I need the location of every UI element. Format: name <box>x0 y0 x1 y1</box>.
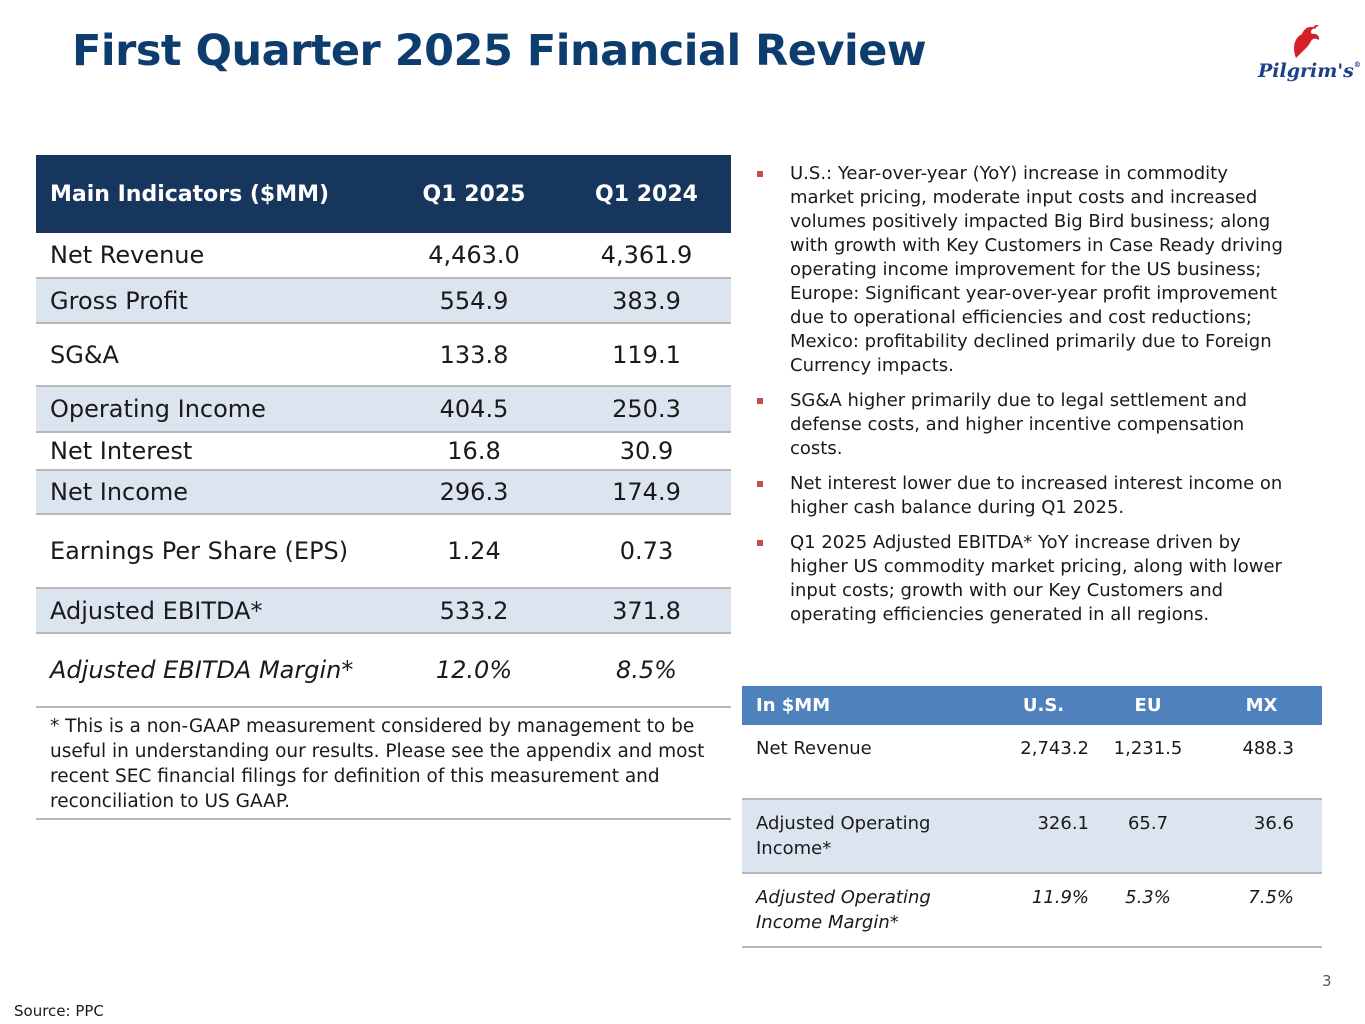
table-row: Earnings Per Share (EPS) 1.24 0.73 <box>36 514 731 589</box>
list-item: Q1 2025 Adjusted EBITDA* YoY increase dr… <box>756 531 1296 627</box>
cell-q1-2025: 12.0% <box>386 633 562 708</box>
cell-eu: 1,231.5 <box>1095 725 1201 800</box>
square-bullet-icon <box>757 540 763 546</box>
commentary-list: U.S.: Year-over-year (YoY) increase in c… <box>756 162 1296 638</box>
column-header-unit: In $MM <box>742 686 992 725</box>
bullet-text: SG&A higher primarily due to legal settl… <box>790 390 1248 459</box>
table-row: Net Revenue 4,463.0 4,361.9 <box>36 233 731 279</box>
column-header-us: U.S. <box>992 686 1095 725</box>
row-label: Operating Income <box>36 386 386 433</box>
cell-us: 326.1 <box>992 799 1095 874</box>
cell-eu: 65.7 <box>1095 799 1201 874</box>
row-label: Adjusted Operating Income* <box>742 799 992 874</box>
cell-mx: 36.6 <box>1201 799 1322 874</box>
cell-q1-2025: 296.3 <box>386 470 562 515</box>
column-header-indicator: Main Indicators ($MM) <box>36 155 386 233</box>
cell-q1-2024: 8.5% <box>562 633 731 708</box>
column-header-mx: MX <box>1201 686 1322 725</box>
table-header-row: Main Indicators ($MM) Q1 2025 Q1 2024 <box>36 155 731 233</box>
column-header-q1-2025: Q1 2025 <box>386 155 562 233</box>
page-number: 3 <box>1322 972 1332 990</box>
table-header-row: In $MM U.S. EU MX <box>742 686 1322 725</box>
list-item: U.S.: Year-over-year (YoY) increase in c… <box>756 162 1296 378</box>
cell-mx: 488.3 <box>1201 725 1322 800</box>
table-row: Operating Income 404.5 250.3 <box>36 386 731 433</box>
cell-q1-2024: 383.9 <box>562 278 731 324</box>
square-bullet-icon <box>757 171 763 177</box>
table-row: Adjusted Operating Income* 326.1 65.7 36… <box>742 799 1322 874</box>
table-row: Net Revenue 2,743.2 1,231.5 488.3 <box>742 725 1322 800</box>
column-header-q1-2024: Q1 2024 <box>562 155 731 233</box>
column-header-eu: EU <box>1095 686 1201 725</box>
row-label: Gross Profit <box>36 278 386 324</box>
table-row: Net Interest 16.8 30.9 <box>36 432 731 471</box>
cell-q1-2025: 133.8 <box>386 323 562 387</box>
bullet-text: Q1 2025 Adjusted EBITDA* YoY increase dr… <box>790 532 1282 625</box>
cell-q1-2024: 174.9 <box>562 470 731 515</box>
footnote: * This is a non-GAAP measurement conside… <box>36 707 731 820</box>
square-bullet-icon <box>757 481 763 487</box>
row-label: Adjusted EBITDA* <box>36 588 386 634</box>
table-row: Gross Profit 554.9 383.9 <box>36 278 731 324</box>
bullet-text: U.S.: Year-over-year (YoY) increase in c… <box>790 163 1283 376</box>
segment-table: In $MM U.S. EU MX Net Revenue 2,743.2 1,… <box>742 686 1322 948</box>
rooster-icon <box>1294 24 1320 58</box>
row-label: Net Revenue <box>742 725 992 800</box>
row-label: Net Revenue <box>36 233 386 279</box>
page-title: First Quarter 2025 Financial Review <box>72 26 927 76</box>
cell-q1-2025: 4,463.0 <box>386 233 562 279</box>
cell-q1-2024: 0.73 <box>562 514 731 589</box>
row-label: Earnings Per Share (EPS) <box>36 514 386 589</box>
row-label: Net Interest <box>36 432 386 471</box>
square-bullet-icon <box>757 398 763 404</box>
cell-q1-2025: 554.9 <box>386 278 562 324</box>
cell-mx: 7.5% <box>1201 873 1322 948</box>
cell-q1-2025: 1.24 <box>386 514 562 589</box>
table-row: SG&A 133.8 119.1 <box>36 323 731 387</box>
list-item: SG&A higher primarily due to legal settl… <box>756 389 1296 461</box>
row-label: Adjusted Operating Income Margin* <box>742 873 992 948</box>
cell-q1-2024: 30.9 <box>562 432 731 471</box>
cell-us: 2,743.2 <box>992 725 1095 800</box>
company-logo: Pilgrim's® <box>1256 24 1362 90</box>
source-note: Source: PPC <box>14 1002 104 1020</box>
logo-text: Pilgrim's <box>1258 60 1354 82</box>
list-item: Net interest lower due to increased inte… <box>756 472 1296 520</box>
row-label: Adjusted EBITDA Margin* <box>36 633 386 708</box>
footnote-row: * This is a non-GAAP measurement conside… <box>36 707 731 820</box>
cell-q1-2025: 16.8 <box>386 432 562 471</box>
bullet-text: Net interest lower due to increased inte… <box>790 473 1283 518</box>
cell-us: 11.9% <box>992 873 1095 948</box>
cell-q1-2024: 119.1 <box>562 323 731 387</box>
cell-q1-2025: 404.5 <box>386 386 562 433</box>
cell-q1-2024: 4,361.9 <box>562 233 731 279</box>
cell-eu: 5.3% <box>1095 873 1201 948</box>
table-row: Net Income 296.3 174.9 <box>36 470 731 515</box>
cell-q1-2024: 250.3 <box>562 386 731 433</box>
cell-q1-2025: 533.2 <box>386 588 562 634</box>
registered-mark: ® <box>1353 60 1361 69</box>
table-row: Adjusted EBITDA Margin* 12.0% 8.5% <box>36 633 731 708</box>
cell-q1-2024: 371.8 <box>562 588 731 634</box>
row-label: SG&A <box>36 323 386 387</box>
row-label: Net Income <box>36 470 386 515</box>
table-row: Adjusted EBITDA* 533.2 371.8 <box>36 588 731 634</box>
main-indicators-table: Main Indicators ($MM) Q1 2025 Q1 2024 Ne… <box>36 155 731 820</box>
table-row: Adjusted Operating Income Margin* 11.9% … <box>742 873 1322 948</box>
